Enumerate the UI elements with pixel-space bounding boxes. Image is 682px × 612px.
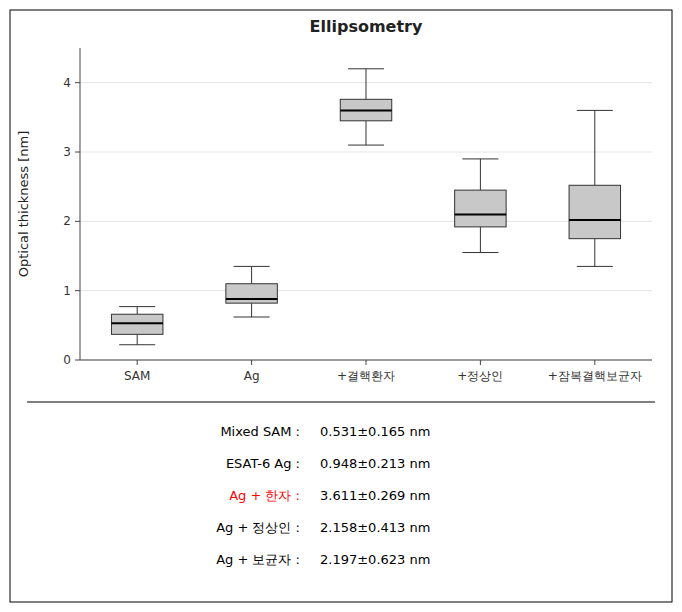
tick-mark bbox=[480, 360, 481, 365]
title: Ellipsometry bbox=[310, 17, 423, 36]
whisker bbox=[251, 266, 252, 283]
annotation-value: 2.197±0.623 nm bbox=[320, 552, 430, 567]
box bbox=[455, 190, 506, 227]
whisker-cap bbox=[119, 306, 155, 307]
median bbox=[111, 322, 162, 324]
tick-mark bbox=[594, 360, 595, 365]
whisker-cap bbox=[577, 110, 613, 111]
box-group bbox=[455, 159, 506, 253]
separator bbox=[27, 402, 655, 403]
annotation-value: 2.158±0.413 nm bbox=[320, 520, 430, 535]
median bbox=[569, 219, 620, 221]
whisker bbox=[594, 110, 595, 185]
grid-line bbox=[80, 221, 652, 222]
y-axis-label: Optical thickness [nm] bbox=[16, 131, 31, 278]
median bbox=[455, 213, 506, 215]
box-group bbox=[569, 110, 620, 266]
tick-mark bbox=[137, 360, 138, 365]
whisker bbox=[137, 307, 138, 315]
annotation-value: 0.948±0.213 nm bbox=[320, 456, 430, 471]
median bbox=[226, 298, 277, 300]
whisker-cap bbox=[234, 317, 270, 318]
whisker bbox=[480, 227, 481, 253]
annotation-label: ESAT-6 Ag : bbox=[226, 456, 300, 471]
annotation-label: Mixed SAM : bbox=[220, 424, 300, 439]
tick-label: Ag bbox=[244, 369, 260, 383]
tick-label: 4 bbox=[63, 76, 71, 90]
whisker-cap bbox=[462, 158, 498, 159]
whisker-cap bbox=[119, 344, 155, 345]
grid-line bbox=[80, 152, 652, 153]
tick-mark bbox=[251, 360, 252, 365]
annotations: Mixed SAM : 0.531±0.165 nm ESAT-6 Ag : 0.94… bbox=[216, 424, 430, 567]
tick-label: +결핵환자 bbox=[337, 369, 395, 383]
box bbox=[226, 284, 277, 303]
figure-border bbox=[10, 10, 672, 602]
whisker bbox=[366, 69, 367, 100]
annotation-value: 0.531±0.165 nm bbox=[320, 424, 430, 439]
tick-mark bbox=[75, 360, 80, 361]
box-group bbox=[340, 69, 391, 145]
box-group bbox=[226, 266, 277, 317]
tick-label: 3 bbox=[63, 145, 71, 159]
tick-label: 2 bbox=[63, 214, 71, 228]
tick-mark bbox=[75, 152, 80, 153]
whisker-cap bbox=[348, 68, 384, 69]
annotation-label: Ag + 한자 : bbox=[229, 488, 300, 503]
plot-area bbox=[111, 69, 620, 345]
box bbox=[569, 185, 620, 238]
chart: Ellipsometry Optical thickness [nm] 0 1 2 3 4 S… bbox=[0, 0, 682, 612]
whisker-cap bbox=[234, 266, 270, 267]
tick-mark bbox=[75, 221, 80, 222]
tick-label: 1 bbox=[63, 284, 71, 298]
annotation-label: Ag + 보균자 : bbox=[216, 552, 300, 567]
annotation-label: Ag + 정상인 : bbox=[216, 520, 300, 535]
whisker bbox=[594, 239, 595, 267]
box bbox=[340, 99, 391, 120]
median bbox=[340, 109, 391, 111]
whisker bbox=[137, 334, 138, 344]
whisker-cap bbox=[577, 266, 613, 267]
y-axis-line bbox=[80, 48, 81, 360]
whisker bbox=[251, 303, 252, 317]
tick-mark bbox=[75, 82, 80, 83]
tick-label: 0 bbox=[63, 353, 71, 367]
tick-label: +잠복결핵보균자 bbox=[548, 369, 642, 383]
whisker bbox=[480, 159, 481, 190]
annotation-value: 3.611±0.269 nm bbox=[320, 488, 430, 503]
tick-label: SAM bbox=[124, 369, 150, 383]
whisker-cap bbox=[462, 252, 498, 253]
y-axis: 0 1 2 3 4 SAM Ag +결핵환자 +정상인 +잠복결핵보균자 bbox=[63, 48, 652, 383]
tick-mark bbox=[366, 360, 367, 365]
tick-mark bbox=[75, 290, 80, 291]
box-group bbox=[111, 307, 162, 345]
tick-label: +정상인 bbox=[457, 369, 503, 383]
whisker-cap bbox=[348, 145, 384, 146]
whisker bbox=[366, 121, 367, 145]
grid-line bbox=[80, 290, 652, 291]
box bbox=[111, 314, 162, 334]
